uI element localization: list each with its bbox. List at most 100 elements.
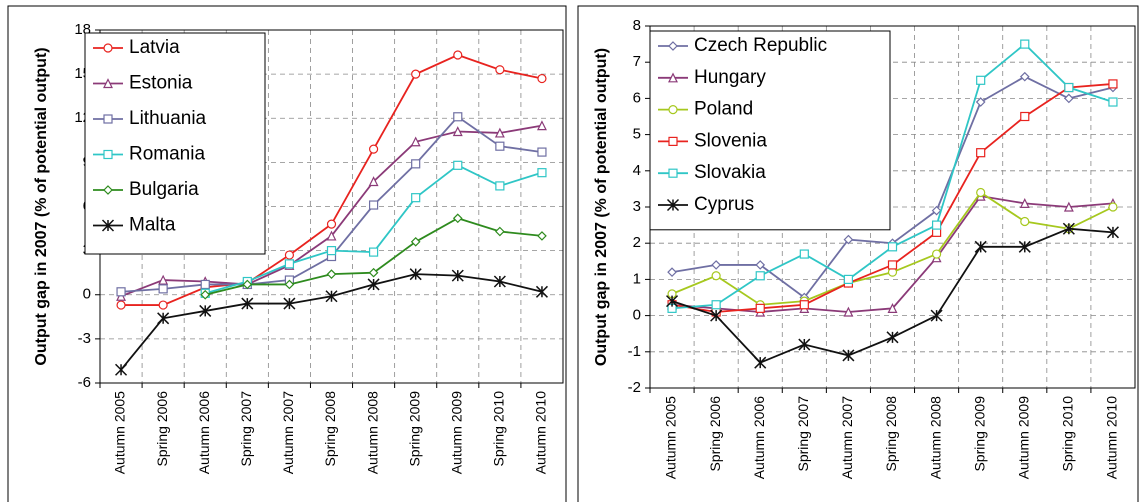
data-point: [537, 168, 547, 178]
legend: [84, 32, 266, 255]
data-point: [1020, 216, 1030, 227]
data-point: [411, 69, 421, 79]
data-point: [116, 287, 126, 297]
data-point: [158, 300, 168, 310]
data-point: [409, 268, 422, 281]
data-point: [200, 289, 211, 300]
legend-label: Czech Republic: [694, 35, 827, 56]
data-point: [537, 147, 547, 157]
legend-marker: [668, 104, 678, 115]
data-point: [115, 363, 128, 376]
data-point: [843, 306, 854, 317]
data-point: [453, 112, 463, 122]
data-point: [1019, 71, 1030, 82]
data-point: [410, 236, 421, 247]
x-tick-label: Autumn 2005: [112, 391, 128, 474]
data-point: [368, 247, 379, 257]
legend: [649, 30, 891, 231]
y-tick-label: 0: [633, 307, 641, 324]
data-point: [886, 331, 899, 344]
data-point: [453, 50, 463, 60]
data-point: [975, 97, 986, 107]
data-point: [799, 249, 809, 259]
legend-label: Hungary: [694, 67, 766, 88]
data-point: [798, 338, 811, 351]
legend-marker: [668, 41, 678, 51]
data-point: [974, 240, 987, 253]
data-point: [1020, 111, 1030, 122]
data-point: [711, 300, 721, 310]
data-point: [976, 187, 986, 198]
legend-marker: [103, 43, 113, 53]
data-point: [1062, 222, 1075, 235]
data-point: [116, 300, 126, 310]
x-tick-label: Spring 2007: [238, 391, 254, 467]
data-point: [976, 75, 986, 85]
legend-label: Slovenia: [694, 130, 767, 151]
y-tick-label: 3: [633, 198, 641, 215]
data-point: [1020, 39, 1030, 49]
x-tick-label: Autumn 2009: [1015, 396, 1031, 479]
y-tick-label: -3: [78, 330, 91, 347]
data-point: [1108, 202, 1118, 212]
x-tick-label: Spring 2006: [154, 391, 170, 467]
x-tick-label: Spring 2006: [707, 396, 723, 472]
data-point: [494, 127, 505, 138]
x-tick-label: Spring 2010: [491, 391, 507, 467]
x-tick-label: Autumn 2010: [1104, 396, 1120, 479]
data-point: [843, 234, 854, 245]
data-point: [930, 309, 943, 322]
data-point: [537, 231, 547, 241]
data-point: [495, 181, 505, 191]
data-point: [1106, 226, 1119, 239]
y-tick-label: -6: [78, 374, 91, 391]
data-point: [284, 250, 295, 260]
x-tick-label: Autumn 2007: [280, 391, 296, 474]
data-point: [755, 260, 766, 270]
data-point: [536, 120, 547, 131]
data-point: [326, 269, 337, 280]
data-point: [283, 297, 296, 310]
data-point: [976, 148, 986, 158]
data-point: [537, 73, 547, 84]
x-tick-label: Autumn 2006: [751, 396, 767, 479]
data-point: [411, 159, 421, 169]
x-tick-label: Spring 2009: [971, 396, 987, 472]
y-tick-label: 7: [633, 53, 641, 70]
data-point: [326, 219, 337, 229]
data-point: [755, 303, 765, 313]
data-point: [931, 205, 942, 216]
x-tick-label: Autumn 2005: [663, 396, 679, 479]
y-tick-label: 1: [633, 270, 641, 287]
data-point: [887, 303, 898, 313]
data-point: [1108, 79, 1118, 89]
data-point: [200, 279, 210, 290]
data-point: [887, 260, 898, 270]
data-point: [754, 356, 767, 369]
data-point: [368, 144, 379, 154]
data-point: [1018, 240, 1031, 253]
y-axis-label: Output gap in 2007 (% of potential outpu…: [593, 48, 610, 366]
data-point: [711, 271, 721, 281]
legend-marker: [103, 114, 113, 124]
data-point: [1063, 201, 1074, 212]
legend-label: Bulgaria: [129, 179, 199, 200]
data-point: [1019, 198, 1030, 208]
data-point: [325, 290, 338, 303]
data-point: [284, 259, 295, 269]
legend-marker: [668, 168, 678, 178]
y-tick-label: 4: [633, 162, 641, 179]
y-tick-label: -1: [628, 343, 641, 360]
data-point: [410, 136, 421, 147]
data-point: [666, 295, 679, 308]
data-point: [931, 249, 942, 259]
x-tick-label: Spring 2008: [883, 396, 899, 472]
data-point: [453, 160, 463, 170]
data-point: [158, 274, 169, 285]
x-tick-label: Spring 2010: [1060, 396, 1076, 472]
data-point: [368, 200, 379, 210]
data-point: [799, 300, 809, 310]
data-point: [326, 230, 337, 241]
